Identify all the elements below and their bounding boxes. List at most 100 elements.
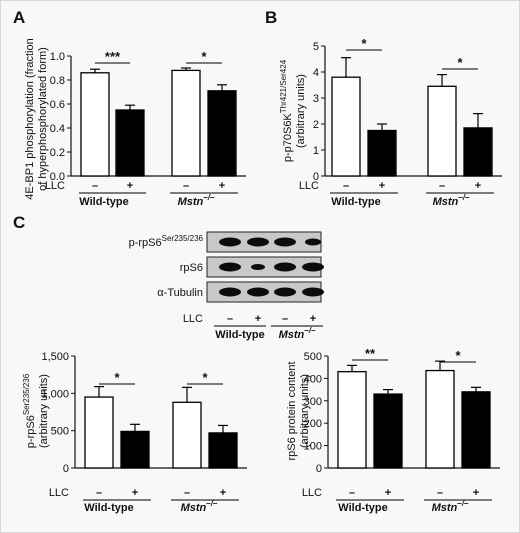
y-tick-label: 0.2 <box>50 147 65 159</box>
bar <box>337 371 367 469</box>
y-tick-label: 0.4 <box>50 123 65 135</box>
y-tick-label: 3 <box>313 93 319 105</box>
llc-label: LLC <box>302 487 322 499</box>
significance-mark: ** <box>365 346 376 361</box>
bar <box>207 90 237 177</box>
y-tick-label: 300 <box>304 396 322 408</box>
group-label-wildtype: Wild-type <box>338 502 387 514</box>
western-blot: p-rpS6Ser235/236 rpS6 α-Tubulin LLC – + – + Wild… <box>129 231 324 341</box>
y-tick-label: 1 <box>313 145 319 157</box>
blot-band <box>247 237 269 247</box>
y-tick-label: 0 <box>316 463 322 475</box>
llc-label: LLC <box>45 180 65 192</box>
y-axis-label: 4E-BP1 phosphorylation (fraction <box>24 38 36 199</box>
llc-condition: + <box>475 180 481 192</box>
blot-band <box>247 287 269 297</box>
blot-band <box>251 264 265 270</box>
llc-condition: – <box>439 180 445 192</box>
llc-condition: – <box>343 180 349 192</box>
y-axis-label-2: (arbitrary units) <box>299 374 311 448</box>
llc-label: LLC <box>299 180 319 192</box>
y-axis-label-2: (arbitrary units) <box>38 374 50 448</box>
blot-band <box>274 237 296 247</box>
blot-condition: + <box>310 313 316 325</box>
llc-condition: + <box>219 180 225 192</box>
significance-mark: * <box>455 348 461 363</box>
bar <box>463 127 493 177</box>
llc-condition: + <box>473 487 479 499</box>
bar <box>172 401 202 469</box>
y-tick-label: 500 <box>51 426 69 438</box>
llc-label: LLC <box>49 487 69 499</box>
blot-condition: – <box>282 313 288 325</box>
blot-band <box>219 237 241 247</box>
y-axis-label: p-rpS6Ser235/236 <box>22 373 37 448</box>
llc-condition: – <box>184 487 190 499</box>
chart-C-right: 0 100 200 300 400 500 rpS6 protein content (arb… <box>286 346 500 514</box>
group-label-wildtype: Wild-type <box>84 502 133 514</box>
bar <box>120 430 150 469</box>
blot-band <box>302 262 324 272</box>
group-label-mstn: Mstn–/– <box>433 193 470 208</box>
significance-mark: * <box>457 55 463 70</box>
y-tick-label: 1.0 <box>50 51 65 63</box>
llc-condition: + <box>385 487 391 499</box>
y-tick-label: 1,500 <box>41 351 69 363</box>
bar <box>84 396 114 469</box>
blot-group-mstn: Mstn–/– <box>279 326 316 341</box>
y-tick-label: 1,000 <box>41 388 69 400</box>
blot-band <box>302 287 324 297</box>
y-axis-label-2: of hyperphosphorylated form) <box>37 47 49 191</box>
bar <box>425 369 455 469</box>
panel-label-A: A <box>13 8 25 27</box>
blot-group-wildtype: Wild-type <box>215 329 264 341</box>
y-tick-label: 0.8 <box>50 75 65 87</box>
group-label-wildtype: Wild-type <box>79 196 128 208</box>
llc-condition: – <box>183 180 189 192</box>
bar <box>171 69 201 177</box>
significance-mark: * <box>114 370 120 385</box>
llc-condition: – <box>92 180 98 192</box>
bar <box>331 76 361 177</box>
panel-label-C: C <box>13 213 25 232</box>
y-tick-label: 500 <box>304 351 322 363</box>
llc-condition: – <box>437 487 443 499</box>
blot-row-label: rpS6 <box>180 262 203 274</box>
blot-band <box>305 238 321 246</box>
y-axis-label: rpS6 protein content <box>286 361 298 460</box>
group-label-mstn: Mstn–/– <box>432 499 469 514</box>
blot-condition: + <box>255 313 261 325</box>
chart-A: 0.0 0.2 0.4 0.6 0.8 1.0 4E-BP1 phosphorylation… <box>24 38 246 208</box>
significance-mark: * <box>202 370 208 385</box>
y-tick-label: 2 <box>313 119 319 131</box>
blot-row-label: p-rpS6Ser235/236 <box>129 234 204 249</box>
blot-band <box>274 262 296 272</box>
chart-B: 0 1 2 3 4 5 p-p70S6KThr421/Ser424 (arbitrary un… <box>279 36 502 208</box>
bar <box>461 391 491 469</box>
chart-C-left: 0 500 1,000 1,500 p-rpS6Ser235/236 (arbitrary… <box>22 351 247 514</box>
y-tick-label: 100 <box>304 441 322 453</box>
llc-condition: + <box>379 180 385 192</box>
y-tick-label: 0 <box>63 463 69 475</box>
y-tick-label: 4 <box>313 67 319 79</box>
llc-condition: + <box>127 180 133 192</box>
blot-row-label: α-Tubulin <box>157 287 203 299</box>
blot-band <box>219 287 241 297</box>
blot-band <box>219 262 241 272</box>
blot-band <box>274 287 296 297</box>
bar <box>80 72 110 177</box>
bar <box>208 432 238 469</box>
group-label-mstn: Mstn–/– <box>178 193 215 208</box>
significance-mark: *** <box>105 49 121 64</box>
y-tick-label: 200 <box>304 418 322 430</box>
blot-condition: – <box>227 313 233 325</box>
y-tick-label: 400 <box>304 373 322 385</box>
llc-condition: + <box>132 487 138 499</box>
panel-label-B: B <box>265 8 277 27</box>
blot-llc-label: LLC <box>183 313 203 325</box>
y-axis-label: p-p70S6KThr421/Ser424 <box>279 59 294 162</box>
y-axis-label-2: (arbitrary units) <box>295 74 307 148</box>
bar <box>115 109 145 177</box>
